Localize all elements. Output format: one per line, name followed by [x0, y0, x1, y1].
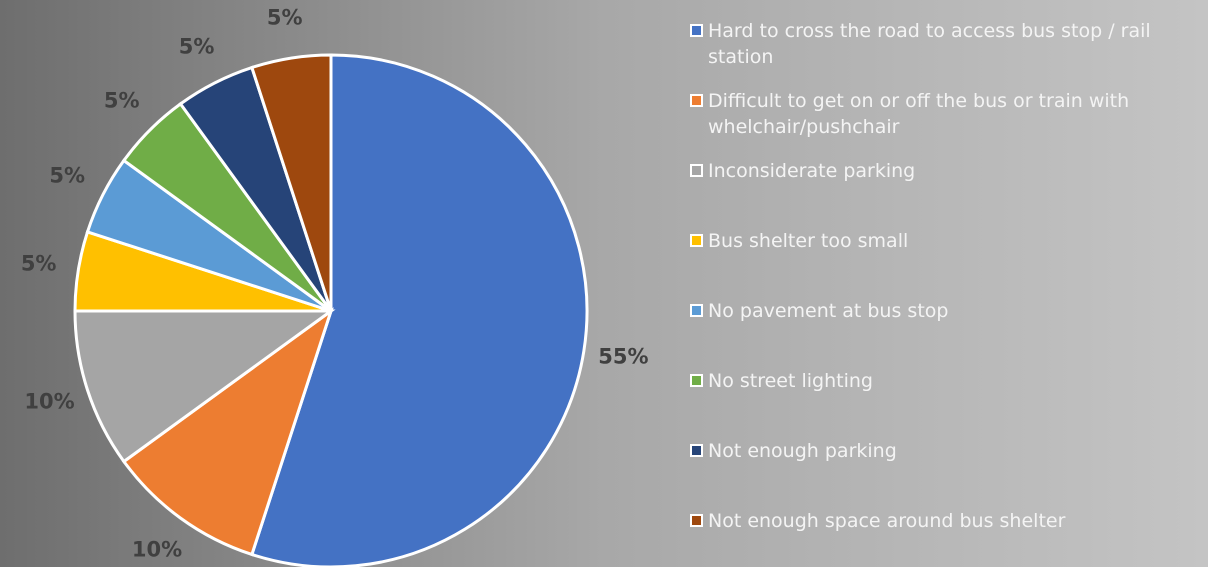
- data-label: 10%: [24, 389, 74, 413]
- pie-slice: [121, 307, 334, 557]
- legend-swatch: [690, 234, 703, 247]
- legend-label: Difficult to get on or off the bus or tr…: [708, 90, 1130, 138]
- pie-slice: [250, 53, 589, 567]
- legend-label: No pavement at bus stop: [708, 300, 949, 322]
- legend-item: Inconsiderate parking: [690, 158, 1195, 228]
- legend-item: No street lighting: [690, 368, 1195, 438]
- legend-swatch: [690, 164, 703, 177]
- legend: Hard to cross the road to access bus sto…: [690, 18, 1195, 578]
- data-label: 5%: [49, 164, 85, 188]
- legend-item: No pavement at bus stop: [690, 298, 1195, 368]
- data-label: 10%: [132, 537, 182, 561]
- legend-swatch: [690, 514, 703, 527]
- pie-slice: [250, 53, 333, 312]
- legend-label: Inconsiderate parking: [708, 160, 916, 182]
- legend-label: Bus shelter too small: [708, 230, 909, 252]
- data-label: 5%: [179, 34, 215, 58]
- legend-swatch: [690, 374, 703, 387]
- legend-item: Difficult to get on or off the bus or tr…: [690, 88, 1195, 158]
- legend-swatch: [690, 444, 703, 457]
- legend-item: Not enough parking: [690, 438, 1195, 508]
- legend-swatch: [690, 94, 703, 107]
- legend-swatch: [690, 24, 703, 37]
- legend-item: Bus shelter too small: [690, 228, 1195, 298]
- legend-item: Hard to cross the road to access bus sto…: [690, 18, 1195, 88]
- legend-label: Hard to cross the road to access bus sto…: [708, 20, 1151, 68]
- data-label: 5%: [21, 252, 57, 276]
- data-label: 5%: [267, 6, 303, 30]
- legend-item: Not enough space around bus shelter: [690, 508, 1195, 578]
- pie-slice: [73, 309, 336, 464]
- legend-label: Not enough space around bus shelter: [708, 510, 1066, 532]
- legend-swatch: [690, 304, 703, 317]
- data-label: 55%: [598, 344, 648, 368]
- legend-label: No street lighting: [708, 370, 873, 392]
- data-label: 5%: [104, 89, 140, 113]
- legend-label: Not enough parking: [708, 440, 897, 462]
